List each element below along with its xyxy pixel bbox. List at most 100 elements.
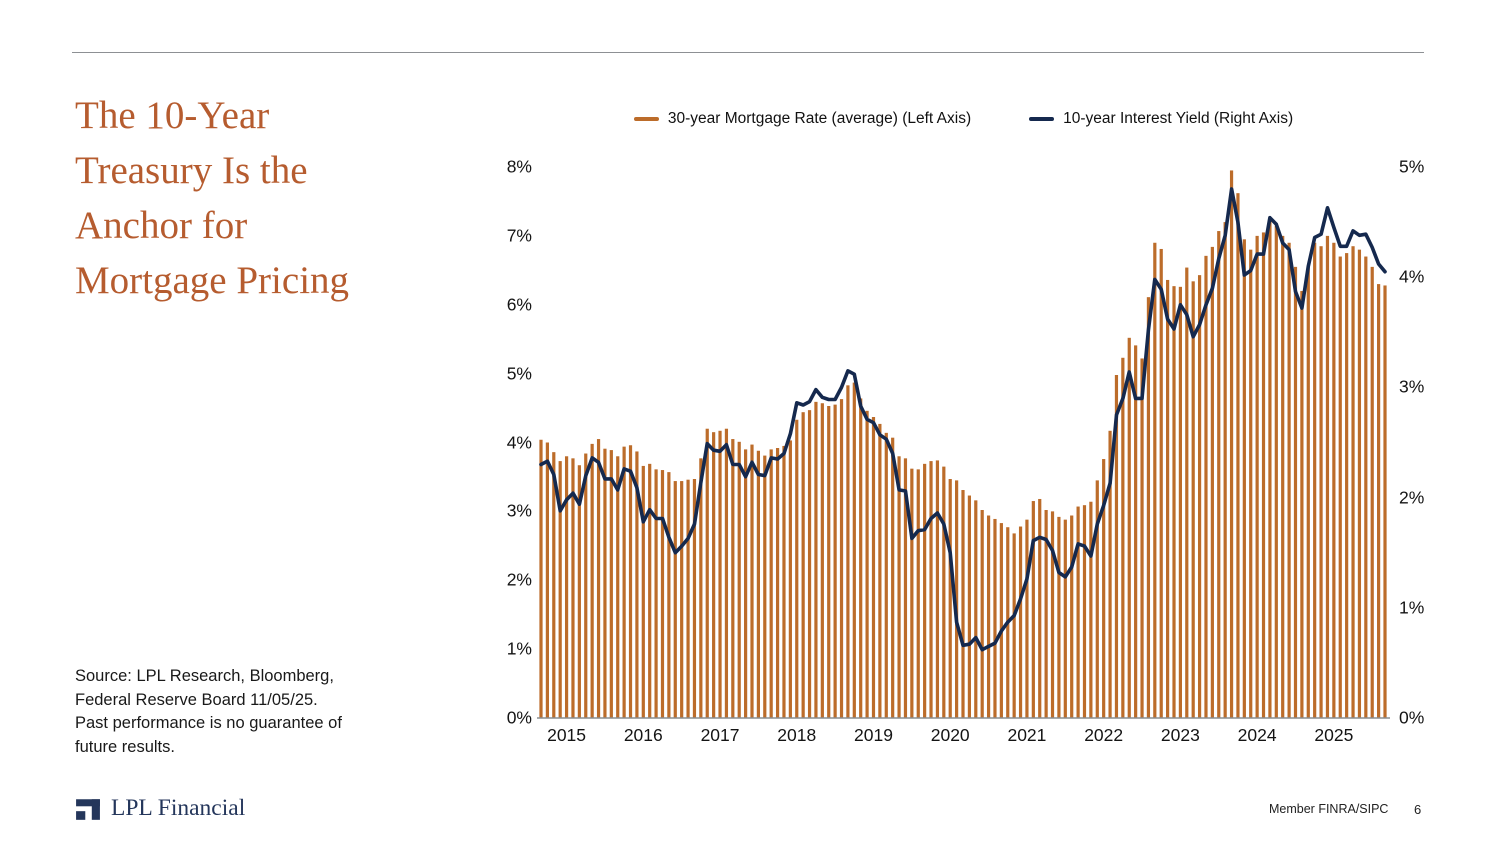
mortgage-rate-bar	[948, 479, 952, 718]
mortgage-rate-bar	[1044, 510, 1048, 718]
mortgage-rate-bar	[827, 406, 831, 718]
mortgage-rate-bar	[596, 439, 601, 718]
mortgage-rate-bar	[577, 465, 581, 718]
mortgage-rate-bar	[1332, 242, 1336, 718]
mortgage-rate-bar	[891, 437, 895, 718]
mortgage-rate-bar	[635, 451, 639, 718]
page-title-line: Treasury Is the	[75, 149, 308, 192]
x-axis-year-label: 2024	[1237, 725, 1277, 745]
mortgage-rate-bar	[1377, 284, 1381, 718]
mortgage-rate-bar	[923, 463, 927, 718]
page-title-line: Mortgage Pricing	[75, 259, 350, 302]
mortgage-rate-bar	[1223, 222, 1227, 718]
mortgage-rate-bar	[1210, 246, 1214, 718]
mortgage-rate-bar	[552, 452, 556, 718]
mortgage-rate-bar	[967, 495, 971, 718]
mortgage-rate-bar	[878, 423, 882, 718]
mortgage-rate-bar	[1300, 290, 1304, 718]
y-axis-left-tick-label: 6%	[506, 294, 532, 314]
mortgage-rate-bar	[897, 456, 901, 718]
mortgage-rate-bar	[1038, 498, 1042, 718]
mortgage-rate-bar	[744, 449, 748, 718]
mortgage-rate-bar	[1236, 193, 1240, 719]
mortgage-rate-bar	[1261, 232, 1266, 718]
mortgage-rate-swatch-icon	[633, 116, 659, 122]
mortgage-rate-bar	[1166, 279, 1170, 718]
mortgage-rate-bar	[1012, 533, 1016, 718]
mortgage-rate-bar	[788, 440, 792, 718]
mortgage-rate-bar	[1274, 225, 1278, 719]
legend-label-treasury-yield: 10-year Interest Yield (Right Axis)	[1063, 110, 1294, 127]
mortgage-rate-bar	[910, 468, 914, 718]
member-finra-sipc: Member FINRA/SIPC	[1269, 802, 1389, 816]
mortgage-rate-bar	[686, 479, 690, 718]
x-axis-year-label: 2016	[623, 725, 663, 745]
mortgage-rate-bar	[718, 430, 722, 718]
treasury-yield-line	[539, 187, 1387, 652]
page-title-line: Anchor for	[75, 204, 248, 247]
x-axis-year-label: 2018	[777, 725, 817, 745]
mortgage-rate-bar	[980, 510, 984, 718]
mortgage-rate-bar	[929, 461, 933, 718]
x-axis-year-label: 2025	[1314, 725, 1354, 745]
source-note: Source: LPL Research, Bloomberg, Federal…	[75, 665, 405, 759]
y-axis-left-tick-label: 2%	[506, 569, 532, 590]
mortgage-rate-bar	[763, 455, 767, 718]
mortgage-rate-bar	[1338, 256, 1342, 718]
mortgage-rate-bar	[750, 444, 754, 718]
mortgage-rate-bar	[1108, 430, 1112, 718]
mortgage-rate-bar	[1031, 501, 1035, 718]
mortgage-rate-bar	[558, 461, 562, 718]
mortgage-rate-bar	[1127, 337, 1131, 718]
mortgage-rate-bar	[1204, 255, 1208, 718]
mortgage-rate-bar	[724, 428, 729, 718]
mortgage-rate-bar	[660, 470, 665, 718]
mortgage-rate-bar	[654, 469, 658, 718]
mortgage-rate-bar	[1076, 506, 1080, 718]
mortgage-rate-bar	[1063, 519, 1067, 718]
mortgage-rate-bar	[1345, 253, 1349, 718]
mortgage-rate-bar	[737, 441, 741, 718]
legend-item-mortgage-rate: 30-year Mortgage Rate (average) (Left Ax…	[633, 110, 971, 128]
mortgage-rate-bar	[986, 515, 991, 718]
mortgage-rate-bar	[756, 450, 760, 718]
mortgage-rate-bar	[1050, 511, 1055, 719]
mortgage-rate-bar	[1357, 249, 1362, 718]
mortgage-rate-bar	[1281, 235, 1285, 719]
mortgage-rate-bar	[955, 480, 959, 718]
mortgage-rate-bar	[801, 412, 805, 718]
mortgage-rate-bar	[1070, 515, 1074, 718]
y-axis-left-tick-label: 8%	[506, 156, 532, 177]
mortgage-rate-bar	[539, 439, 543, 718]
mortgage-rate-bar	[1293, 266, 1298, 718]
mortgage-rate-bar	[1319, 246, 1323, 718]
mortgage-rate-bar	[571, 458, 575, 718]
mortgage-rate-bar	[1025, 519, 1029, 718]
x-axis-year-label: 2021	[1007, 725, 1047, 745]
legend-item-treasury-yield: 10-year Interest Yield (Right Axis)	[1029, 110, 1293, 128]
mortgage-rate-bar	[1102, 459, 1106, 718]
mortgage-rate-bar	[884, 432, 888, 718]
mortgage-rate-bar	[1287, 242, 1291, 718]
mortgage-rate-bar	[699, 458, 703, 718]
mortgage-rate-bar	[1114, 375, 1119, 718]
treasury-yield-swatch-icon	[1029, 116, 1055, 122]
mortgage-rate-bar	[731, 439, 735, 718]
source-note-line: Federal Reserve Board 11/05/25.	[75, 690, 318, 709]
mortgage-rate-bar	[1172, 286, 1176, 718]
mortgage-rate-bar	[916, 469, 920, 718]
footer-brand: LPL Financial	[75, 795, 245, 822]
header-rule	[72, 52, 1424, 53]
mortgage-rate-bar	[712, 432, 716, 718]
mortgage-rate-bar	[807, 410, 812, 718]
mortgage-rate-bar	[1268, 218, 1272, 718]
mortgage-rate-bar	[935, 460, 940, 718]
y-axis-left-tick-label: 1%	[506, 638, 532, 659]
mortgage-rate-bar	[1364, 256, 1368, 718]
mortgage-rate-bar	[673, 481, 677, 718]
y-axis-left-tick-label: 7%	[506, 225, 532, 246]
mortgage-rate-bar	[942, 466, 946, 718]
mortgage-rate-bar	[820, 403, 824, 718]
